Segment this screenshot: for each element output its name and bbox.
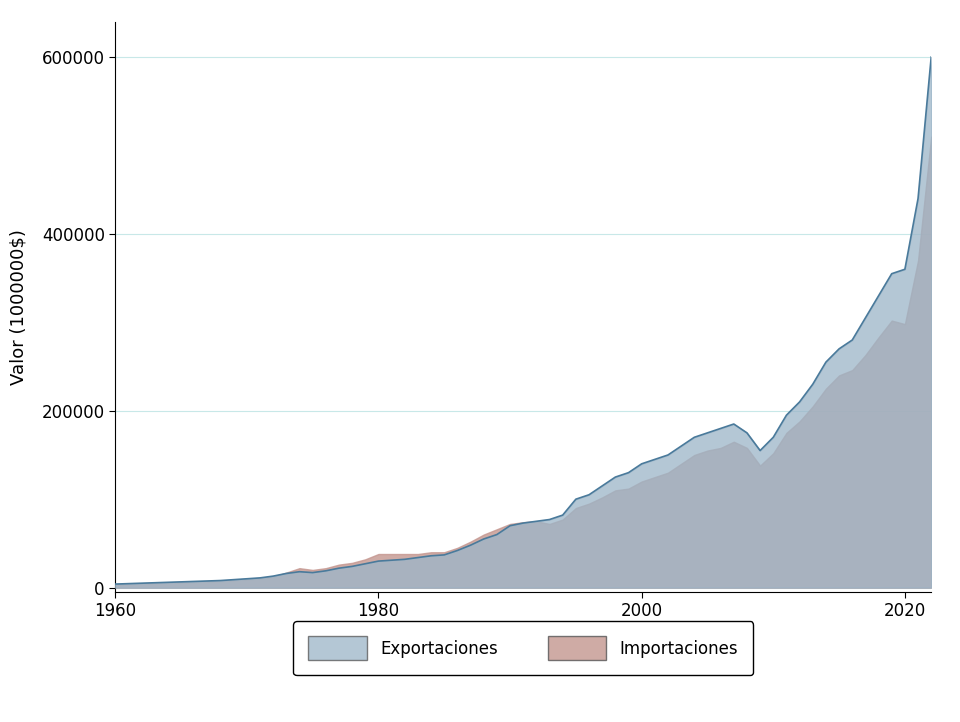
Legend: Exportaciones, Importaciones: Exportaciones, Importaciones (294, 622, 753, 675)
X-axis label: Año: Año (506, 632, 540, 650)
Y-axis label: Valor (1000000$): Valor (1000000$) (10, 229, 28, 385)
